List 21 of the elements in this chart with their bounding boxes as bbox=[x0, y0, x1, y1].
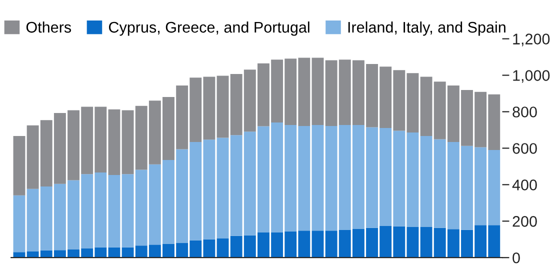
legend-label: Others bbox=[26, 21, 72, 33]
bar bbox=[216, 238, 229, 258]
bar bbox=[312, 230, 324, 258]
legend-label: Cyprus, Greece, and Portugal bbox=[109, 21, 310, 36]
legend-label: Ireland, Italy, and Spain bbox=[348, 21, 506, 36]
y-tick-label: 0 bbox=[512, 252, 520, 264]
y-tick-label: 200 bbox=[512, 216, 537, 227]
bar bbox=[312, 58, 324, 126]
bar bbox=[13, 136, 26, 196]
bar bbox=[216, 76, 229, 138]
y-tick-label: 600 bbox=[512, 143, 537, 154]
y-tick-label: 1,200 bbox=[513, 34, 550, 46]
bar bbox=[13, 195, 26, 252]
bar bbox=[312, 125, 324, 231]
y-tick-label: 800 bbox=[512, 106, 537, 118]
y-tick-label: 1,000 bbox=[513, 70, 550, 83]
y-tick-label: 400 bbox=[512, 180, 537, 190]
bar bbox=[406, 73, 419, 133]
bar bbox=[406, 132, 419, 227]
bar bbox=[406, 226, 419, 258]
bar bbox=[216, 138, 229, 238]
